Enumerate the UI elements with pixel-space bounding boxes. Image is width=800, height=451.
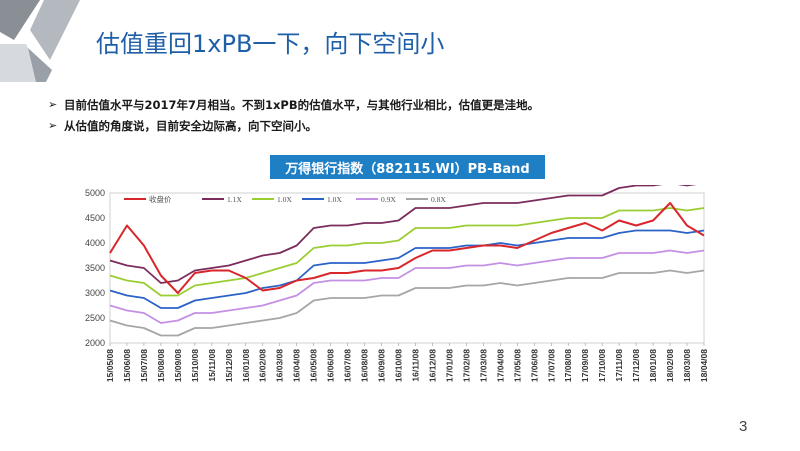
x-tick-label: 15/11/08 — [207, 349, 217, 382]
x-tick-label: 17/06/08 — [529, 349, 539, 382]
x-tick-label: 17/03/08 — [478, 349, 488, 382]
x-tick-label: 16/02/08 — [258, 349, 268, 382]
legend-label: 0.8X — [431, 195, 446, 204]
bullet-item: ➢ 从估值的角度说，目前安全边际高，向下空间小。 — [48, 115, 539, 136]
x-tick-label: 15/09/08 — [173, 349, 183, 382]
x-tick-label: 16/06/08 — [326, 349, 336, 382]
x-tick-label: 17/07/08 — [546, 349, 556, 382]
arrow-bullet-icon: ➢ — [48, 119, 58, 132]
bullet-text: 从估值的角度说，目前安全边际高，向下空间小。 — [64, 118, 317, 133]
x-tick-label: 16/04/08 — [292, 349, 302, 382]
y-tick-label: 2500 — [85, 313, 105, 323]
x-tick-label: 16/11/08 — [410, 349, 420, 382]
x-tick-label: 17/05/08 — [512, 349, 522, 382]
series-line — [109, 182, 705, 284]
x-tick-label: 15/05/08 — [105, 349, 115, 382]
x-tick-label: 18/02/08 — [665, 349, 675, 382]
legend-label: 1.1X — [227, 195, 242, 204]
x-tick-label: 16/10/08 — [394, 349, 404, 382]
x-tick-label: 15/07/08 — [139, 349, 149, 382]
x-tick-label: 17/01/08 — [444, 349, 454, 382]
x-tick-label: 17/04/08 — [495, 349, 505, 382]
y-tick-label: 2000 — [85, 338, 105, 348]
x-tick-label: 17/12/08 — [631, 349, 641, 382]
series-line — [109, 249, 705, 324]
x-tick-label: 16/09/08 — [377, 349, 387, 382]
x-tick-label: 17/10/08 — [597, 349, 607, 382]
corner-decoration — [0, 0, 80, 82]
x-tick-label: 16/05/08 — [309, 349, 319, 382]
series-line — [109, 202, 705, 294]
x-tick-label: 17/11/08 — [614, 349, 624, 382]
chart-svg: 2000 2500 3000 3500 4000 4500 5000 15/05/08 15/0… — [85, 182, 709, 382]
legend-label: 1.0X — [327, 195, 342, 204]
x-tick-label: 17/02/08 — [461, 349, 471, 382]
arrow-bullet-icon: ➢ — [48, 98, 58, 111]
x-tick-label: 15/08/08 — [156, 349, 166, 382]
y-tick-label: 4000 — [85, 238, 105, 248]
y-tick-label: 4500 — [85, 213, 105, 223]
series-line — [109, 207, 705, 297]
legend-label: 1.0X — [277, 195, 292, 204]
y-tick-label: 3500 — [85, 263, 105, 273]
series-line — [109, 269, 705, 337]
x-tick-label: 16/08/08 — [360, 349, 370, 382]
x-tick-label: 15/06/08 — [122, 349, 132, 382]
series-line — [109, 229, 705, 309]
bullet-item: ➢ 目前估值水平与2017年7月相当。不到1xPB的估值水平，与其他行业相比，估… — [48, 94, 539, 115]
x-tick-label: 17/08/08 — [563, 349, 573, 382]
x-tick-label: 16/01/08 — [241, 349, 251, 382]
x-tick-label: 16/07/08 — [343, 349, 353, 382]
page-number: 3 — [739, 418, 748, 435]
page-title: 估值重回1xPB一下，向下空间小 — [96, 30, 445, 58]
pb-band-chart: 2000 2500 3000 3500 4000 4500 5000 15/05/08 15/0… — [76, 182, 726, 447]
legend-label: 0.9X — [381, 195, 396, 204]
x-tick-label: 16/03/08 — [275, 349, 285, 382]
y-tick-label: 5000 — [85, 188, 105, 198]
bullet-text: 目前估值水平与2017年7月相当。不到1xPB的估值水平，与其他行业相比，估值更… — [64, 97, 540, 112]
bullet-list: ➢ 目前估值水平与2017年7月相当。不到1xPB的估值水平，与其他行业相比，估… — [48, 94, 539, 136]
legend-label: 收盘价 — [149, 194, 172, 204]
chart-title-banner: 万得银行指数（882115.WI）PB-Band — [270, 155, 545, 179]
y-tick-label: 3000 — [85, 288, 105, 298]
plot-area — [109, 192, 705, 344]
x-tick-label: 15/10/08 — [190, 349, 200, 382]
x-tick-label: 18/04/08 — [699, 349, 709, 382]
x-tick-label: 18/03/08 — [682, 349, 692, 382]
x-tick-label: 18/01/08 — [648, 349, 658, 382]
x-tick-label: 15/12/08 — [224, 349, 234, 382]
x-tick-label: 16/12/08 — [427, 349, 437, 382]
x-tick-label: 17/09/08 — [580, 349, 590, 382]
